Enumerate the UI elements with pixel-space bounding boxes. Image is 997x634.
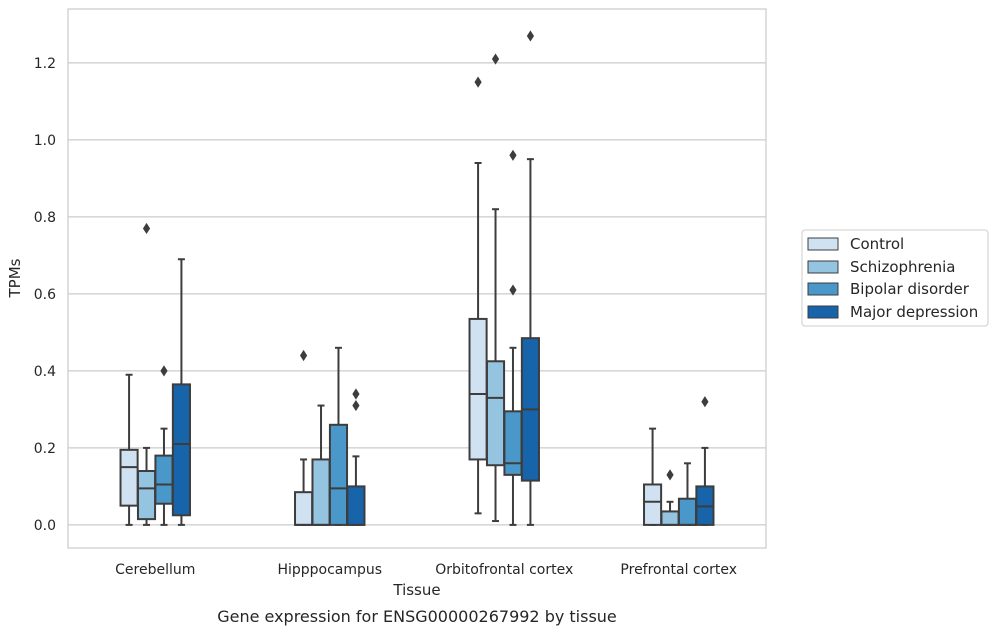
legend-label-bipolar-disorder: Bipolar disorder: [850, 280, 970, 298]
outlier-point: [352, 399, 360, 412]
y-tick-labels: 0.0 0.2 0.4 0.6 0.8 1.0 1.2: [34, 56, 56, 534]
box-major-depression-cerebellum: [171, 258, 191, 526]
outlier-point: [509, 149, 517, 161]
box-schizophrenia-orbitofrontal-cortex: [485, 53, 506, 523]
legend-swatch-control: [807, 237, 839, 251]
iqr-box: [311, 458, 331, 526]
legend-swatch-schizophrenia: [807, 260, 839, 274]
box-bipolar-disorder-orbitofrontal-cortex: [503, 149, 523, 526]
iqr-box: [136, 470, 157, 521]
y-tick-label: 0.4: [34, 364, 56, 380]
box-control-orbitofrontal-cortex: [468, 76, 488, 515]
plot-frame: [67, 8, 767, 549]
x-tick-label: Prefrontal cortex: [620, 562, 737, 578]
outlier-point: [509, 284, 517, 296]
iqr-box: [677, 497, 698, 526]
x-tick-label: Orbitofrontal cortex: [435, 562, 573, 578]
legend-frame: [801, 229, 989, 327]
box-plots: [119, 30, 715, 526]
box-bipolar-disorder-hipppocampus: [328, 346, 349, 526]
iqr-box: [346, 485, 366, 526]
y-tick-label: 1.2: [34, 56, 56, 72]
box-control-cerebellum: [119, 373, 139, 526]
box-control-prefrontal-cortex: [643, 427, 663, 526]
box-bipolar-disorder-prefrontal-cortex: [677, 462, 698, 526]
iqr-box: [660, 510, 680, 526]
outlier-point: [160, 365, 168, 377]
box-schizophrenia-prefrontal-cortex: [660, 469, 680, 526]
legend: Control Schizophrenia Bipolar disorder M…: [801, 229, 989, 327]
box-major-depression-orbitofrontal-cortex: [520, 30, 540, 526]
iqr-box: [468, 317, 488, 461]
outlier-point: [491, 53, 500, 65]
figure-caption: Gene expression for ENSG00000267992 by t…: [217, 607, 617, 626]
legend-label-schizophrenia: Schizophrenia: [850, 258, 955, 276]
outlier-point: [142, 222, 151, 235]
legend-label-control: Control: [850, 235, 904, 253]
outlier-point: [666, 469, 674, 481]
legend-label-major-depression: Major depression: [850, 303, 978, 321]
legend-swatch-bipolar-disorder: [807, 282, 839, 296]
box-control-hipppocampus: [294, 349, 314, 526]
iqr-box: [154, 454, 174, 505]
y-tick-label: 1.0: [34, 133, 56, 149]
iqr-box: [503, 410, 523, 476]
outlier-point: [701, 396, 709, 408]
y-tick-label: 0.2: [34, 441, 56, 457]
outlier-point: [474, 76, 482, 88]
box-schizophrenia-hipppocampus: [311, 404, 331, 526]
legend-swatch-major-depression: [807, 305, 839, 319]
x-axis-title: Tissue: [392, 581, 440, 599]
box-bipolar-disorder-cerebellum: [154, 365, 174, 526]
box-major-depression-prefrontal-cortex: [695, 396, 715, 526]
x-tick-label: Cerebellum: [115, 562, 195, 578]
y-tick-label: 0.8: [34, 210, 56, 226]
outlier-point: [352, 388, 360, 400]
iqr-box: [294, 491, 314, 526]
iqr-box: [485, 360, 506, 467]
outlier-point: [526, 30, 535, 42]
x-tick-labels: Cerebellum Hipppocampus Orbitofrontal cort…: [115, 562, 737, 578]
x-tick-label: Hipppocampus: [277, 562, 382, 578]
box-schizophrenia-cerebellum: [136, 222, 157, 526]
box-major-depression-hipppocampus: [346, 388, 366, 526]
y-tick-label: 0.0: [34, 518, 56, 534]
y-tick-label: 0.6: [34, 287, 56, 303]
y-axis-title: TPMs: [6, 258, 24, 298]
outlier-point: [299, 349, 308, 362]
iqr-box: [171, 383, 191, 517]
iqr-box: [643, 483, 663, 526]
iqr-box: [328, 423, 349, 526]
iqr-box: [119, 448, 139, 507]
